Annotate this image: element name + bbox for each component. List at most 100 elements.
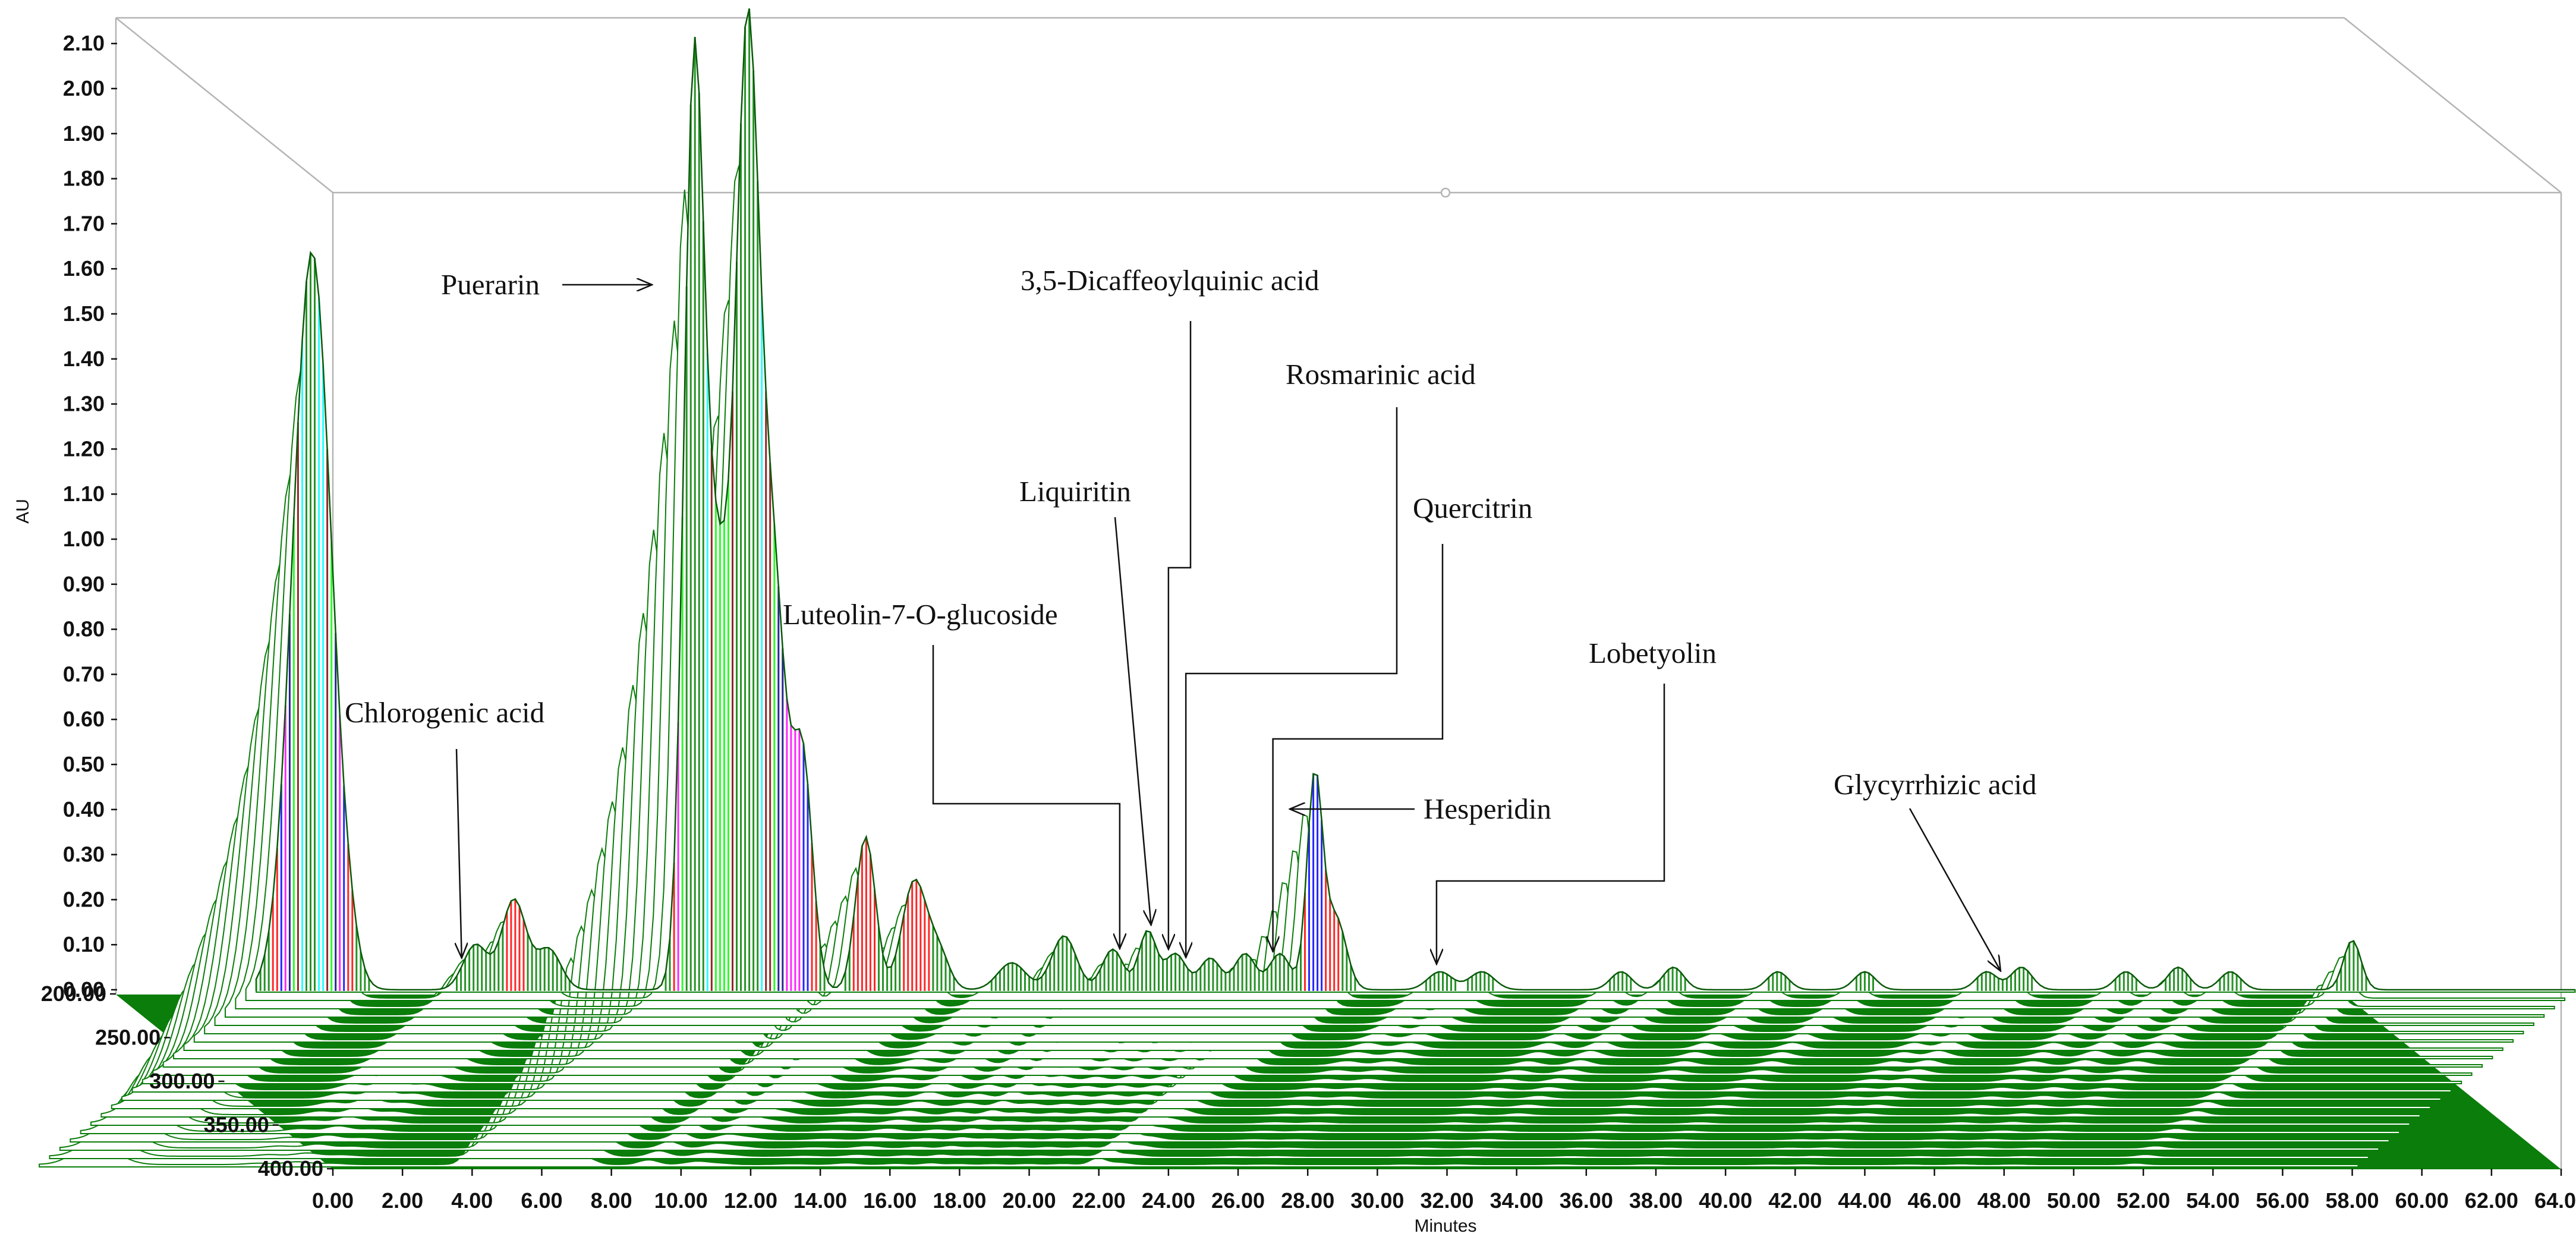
chromatogram-surface xyxy=(39,8,2576,1169)
x-tick-label: 52.00 xyxy=(2117,1188,2170,1213)
annotation-label: Lobetyolin xyxy=(1589,637,1717,669)
annotation-4: 3,5-Dicaffeoylquinic acid xyxy=(1021,264,1320,949)
annotation-arrow xyxy=(1909,808,2001,971)
z-tick-label: 250.00 xyxy=(95,1025,160,1050)
x-tick-label: 40.00 xyxy=(1699,1188,1752,1213)
y-tick-label: 0.20 xyxy=(63,887,105,911)
annotation-9: Glycyrrhizic acid xyxy=(1834,768,2036,971)
annotation-label: 3,5-Dicaffeoylquinic acid xyxy=(1021,264,1320,297)
y-tick-label: 0.10 xyxy=(63,932,105,956)
surface-trace xyxy=(111,1008,2432,1109)
annotation-label: Luteolin-7-O-glucoside xyxy=(783,598,1058,631)
y-tick-label: 1.60 xyxy=(63,256,105,281)
annotation-8: Lobetyolin xyxy=(1437,637,1717,964)
y-tick-label: 0.60 xyxy=(63,707,105,731)
x-tick-label: 44.00 xyxy=(1838,1188,1891,1213)
x-tick-label: 26.00 xyxy=(1211,1188,1265,1213)
surface-trace xyxy=(131,954,2452,1093)
x-tick-label: 32.00 xyxy=(1420,1188,1473,1213)
x-tick-label: 30.00 xyxy=(1350,1188,1404,1213)
y-axis-ticks: 0.00 0.10 0.20 0.30 0.40 0.50 0.60 0.70 0.80 0.90… xyxy=(63,31,117,1002)
y-tick-label: 1.00 xyxy=(63,527,105,551)
wavelength-axis-ticks: 200.00 250.00 300.00 350.00 400.00 xyxy=(41,981,333,1181)
x-tick-label: 38.00 xyxy=(1629,1188,1683,1213)
x-tick-label: 22.00 xyxy=(1072,1188,1126,1213)
surface-trace xyxy=(100,1031,2421,1118)
surface-trace xyxy=(204,599,2524,1034)
annotation-label: Glycyrrhizic acid xyxy=(1834,768,2036,801)
surface-trace xyxy=(152,883,2473,1076)
front-trace-outline xyxy=(255,8,2575,991)
z-tick-label: 350.00 xyxy=(204,1113,269,1137)
x-tick-label: 36.00 xyxy=(1560,1188,1613,1213)
x-tick-label: 28.00 xyxy=(1281,1188,1334,1213)
x-tick-label: 14.00 xyxy=(793,1188,847,1213)
surface-trace xyxy=(162,841,2483,1068)
surface-trace xyxy=(183,737,2503,1051)
x-tick-label: 64.00 xyxy=(2534,1188,2576,1213)
surface-trace xyxy=(225,416,2545,1018)
x-tick-label: 48.00 xyxy=(1977,1188,2031,1213)
surface-trace xyxy=(90,1053,2411,1126)
x-tick-label: 10.00 xyxy=(654,1188,708,1213)
x-tick-label: 42.00 xyxy=(1768,1188,1822,1213)
annotation-2: Luteolin-7-O-glucoside xyxy=(783,598,1120,949)
annotation-1: Chlorogenic acid xyxy=(345,696,544,958)
x-tick-label: 54.00 xyxy=(2186,1188,2240,1213)
y-tick-label: 1.50 xyxy=(63,301,105,326)
annotation-arrow xyxy=(1273,544,1444,952)
x-tick-label: 6.00 xyxy=(521,1188,562,1213)
y-tick-label: 0.90 xyxy=(63,572,105,596)
y-tick-label: 1.70 xyxy=(63,211,105,235)
x-tick-label: 46.00 xyxy=(1908,1188,1961,1213)
surface-trace xyxy=(173,792,2493,1059)
x-axis-ticks: 0.00 2.00 4.00 6.00 8.00 10.00 12.00 14.00 16.00… xyxy=(312,1169,2576,1213)
annotation-6: Quercitrin xyxy=(1273,492,1532,952)
y-axis-title: AU xyxy=(13,499,33,524)
y-tick-label: 1.10 xyxy=(63,482,105,506)
frame-handle xyxy=(1440,187,1451,198)
surface-trace xyxy=(193,672,2514,1043)
x-tick-label: 56.00 xyxy=(2256,1188,2309,1213)
annotation-label: Liquiritin xyxy=(1019,475,1131,508)
annotation-label: Quercitrin xyxy=(1413,492,1532,524)
y-tick-label: 1.40 xyxy=(63,347,105,371)
x-tick-label: 24.00 xyxy=(1142,1188,1195,1213)
annotation-label: Hesperidin xyxy=(1424,792,1551,825)
x-tick-label: 8.00 xyxy=(591,1188,632,1213)
x-tick-label: 12.00 xyxy=(724,1188,777,1213)
x-tick-label: 18.00 xyxy=(933,1188,986,1213)
annotation-arrow xyxy=(1186,407,1398,958)
x-tick-label: 16.00 xyxy=(863,1188,917,1213)
z-tick-label: 200.00 xyxy=(41,981,106,1006)
x-tick-label: 60.00 xyxy=(2395,1188,2449,1213)
y-tick-label: 0.40 xyxy=(63,797,105,822)
x-tick-label: 0.00 xyxy=(312,1188,354,1213)
annotation-0: Puerarin xyxy=(441,268,652,301)
y-tick-label: 0.30 xyxy=(63,842,105,867)
y-tick-label: 2.10 xyxy=(63,31,105,55)
x-tick-label: 4.00 xyxy=(451,1188,493,1213)
x-tick-label: 20.00 xyxy=(1003,1188,1056,1213)
annotation-label: Chlorogenic acid xyxy=(345,696,544,729)
surface-trace xyxy=(70,1089,2390,1143)
annotation-3: Liquiritin xyxy=(1019,475,1151,925)
x-axis-title: Minutes xyxy=(1414,1216,1476,1236)
surface-trace xyxy=(80,1072,2400,1134)
y-tick-label: 0.80 xyxy=(63,617,105,641)
annotation-7: Hesperidin xyxy=(1290,792,1551,825)
surface-trace xyxy=(121,983,2442,1101)
z-tick-label: 300.00 xyxy=(149,1069,215,1093)
surface-trace xyxy=(235,300,2555,1009)
annotation-label: Puerarin xyxy=(441,268,540,301)
z-tick-label: 400.00 xyxy=(258,1156,323,1181)
surface-trace xyxy=(141,921,2462,1084)
x-tick-label: 2.00 xyxy=(382,1188,423,1213)
y-tick-label: 0.00 xyxy=(63,977,105,1002)
y-tick-label: 0.50 xyxy=(63,752,105,776)
y-tick-label: 1.30 xyxy=(63,392,105,416)
annotation-arrow xyxy=(456,748,462,958)
annotation-5: Rosmarinic acid xyxy=(1186,358,1476,958)
x-tick-label: 62.00 xyxy=(2465,1188,2518,1213)
